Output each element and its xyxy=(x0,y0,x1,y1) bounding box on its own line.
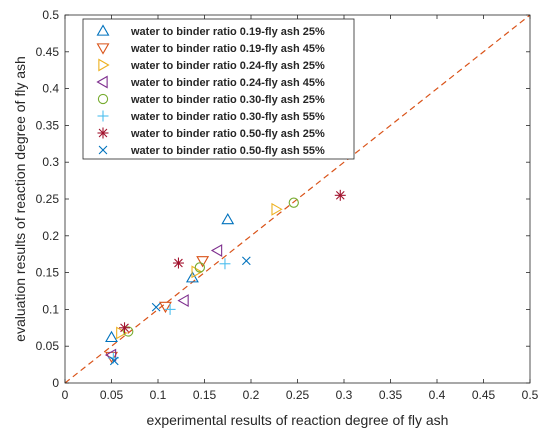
legend-marker xyxy=(98,58,110,72)
x-tick-label: 0.45 xyxy=(472,388,496,402)
legend-box xyxy=(82,18,355,160)
y-tick-label: 0.4 xyxy=(42,82,59,96)
x-tick-label: 0.5 xyxy=(522,388,539,402)
data-point xyxy=(242,256,251,266)
data-point xyxy=(119,322,131,334)
data-point xyxy=(158,301,172,314)
x-tick-label: 0.35 xyxy=(379,388,403,402)
x-tick-label: 0.05 xyxy=(100,388,124,402)
y-tick-label: 0 xyxy=(52,376,59,390)
y-tick-label: 0.05 xyxy=(36,339,60,353)
data-point xyxy=(219,258,231,270)
legend-marker xyxy=(96,75,108,89)
x-tick-label: 0 xyxy=(62,388,69,402)
y-tick-label: 0.15 xyxy=(36,266,60,280)
x-tick-label: 0.2 xyxy=(243,388,260,402)
data-point xyxy=(109,356,119,366)
data-points xyxy=(104,189,346,366)
y-tick-label: 0.5 xyxy=(42,8,59,22)
legend-label: water to binder ratio 0.19-fly ash 45% xyxy=(130,43,325,55)
legend-marker xyxy=(97,127,109,139)
legend-marker xyxy=(96,24,110,36)
y-tick-label: 0.2 xyxy=(42,229,59,243)
data-point xyxy=(210,244,223,257)
legend-label: water to binder ratio 0.19-fly ash 25% xyxy=(130,26,325,38)
x-tick-label: 0.3 xyxy=(336,388,353,402)
legend-label: water to binder ratio 0.24-fly ash 45% xyxy=(130,77,325,89)
legend-marker xyxy=(96,43,110,55)
x-tick-label: 0.4 xyxy=(429,388,446,402)
y-tick-label: 0.3 xyxy=(42,155,59,169)
x-tick-label: 0.25 xyxy=(286,388,310,402)
data-point xyxy=(105,330,118,343)
legend: water to binder ratio 0.19-fly ash 25% wa… xyxy=(82,18,355,160)
data-point xyxy=(221,212,235,225)
data-point xyxy=(191,265,203,279)
legend-label: water to binder ratio 0.30-fly ash 25% xyxy=(130,94,325,106)
data-point xyxy=(185,271,199,283)
data-point xyxy=(288,197,299,208)
axis-ticks: 0 0.05 0.1 0.15 0.2 0.25 0.3 0.35 0.4 0.45 0.5 0 0.0… xyxy=(36,8,539,402)
y-tick-label: 0.1 xyxy=(42,302,59,316)
data-point xyxy=(194,262,205,273)
x-tick-label: 0.15 xyxy=(193,388,217,402)
legend-marker xyxy=(98,145,108,155)
x-tick-label: 0.1 xyxy=(150,388,167,402)
y-tick-label: 0.25 xyxy=(36,192,60,206)
data-point xyxy=(177,294,189,308)
legend-marker xyxy=(97,110,109,122)
plot-frame xyxy=(64,14,531,384)
y-tick-label: 0.45 xyxy=(36,45,60,59)
legend-marker xyxy=(97,93,109,105)
reference-line xyxy=(64,14,531,384)
legend-label: water to binder ratio 0.50-fly ash 55% xyxy=(130,145,325,157)
x-axis-label: experimental results of reaction degree … xyxy=(147,412,449,428)
legend-label: water to binder ratio 0.30-fly ash 55% xyxy=(130,111,325,123)
legend-label: water to binder ratio 0.24-fly ash 25% xyxy=(130,60,325,72)
data-point xyxy=(196,256,210,268)
data-point xyxy=(172,257,184,269)
data-point xyxy=(271,202,283,216)
data-point xyxy=(334,189,346,201)
y-tick-label: 0.35 xyxy=(36,118,60,132)
data-point xyxy=(123,326,134,337)
data-point xyxy=(164,303,176,315)
y-axis-label: evaluation results of reaction degree of… xyxy=(12,56,28,342)
legend-label: water to binder ratio 0.50-fly ash 25% xyxy=(130,128,325,140)
data-point xyxy=(151,302,161,312)
